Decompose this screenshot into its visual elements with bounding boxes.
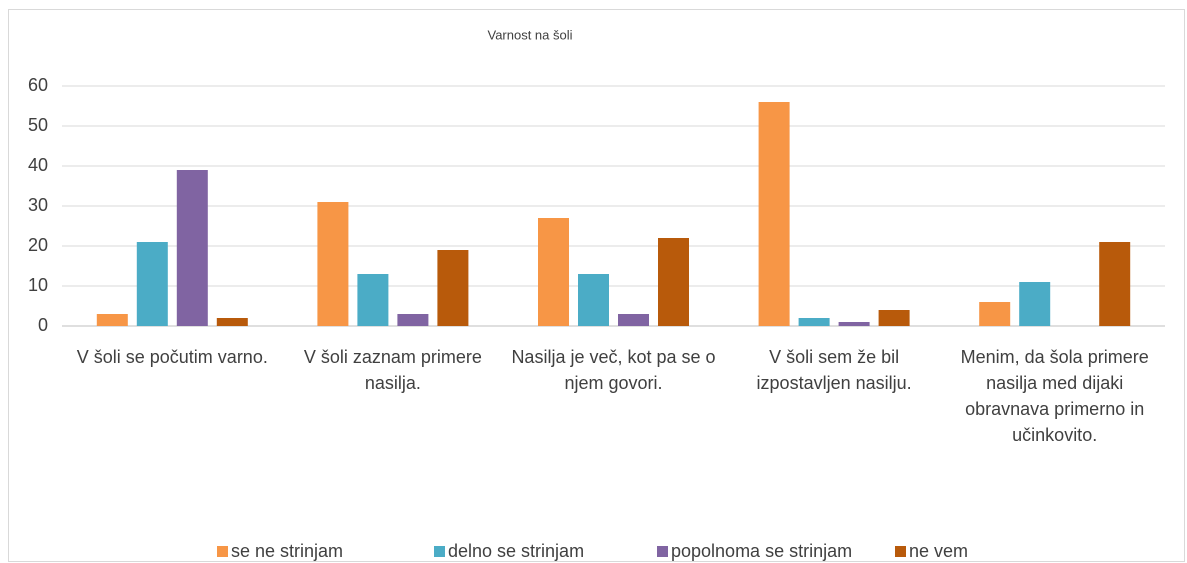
bar — [578, 274, 609, 326]
x-tick-label: Nasilja je več, kot pa se o njem govori. — [511, 347, 716, 393]
legend-swatch — [657, 546, 668, 557]
bar — [136, 242, 168, 326]
y-tick-label: 40 — [28, 155, 48, 175]
bar — [838, 322, 870, 326]
bar — [357, 274, 389, 326]
bar — [96, 314, 128, 326]
bar — [216, 318, 248, 326]
y-tick-label: 30 — [28, 195, 48, 215]
x-tick-label: Menim, da šola primere nasilja med dijak… — [960, 347, 1149, 445]
bar — [176, 170, 208, 326]
legend-label: delno se strinjam — [448, 541, 584, 561]
y-tick-label: 50 — [28, 115, 48, 135]
legend-label: se ne strinjam — [231, 541, 343, 561]
legend-label: popolnoma se strinjam — [671, 541, 852, 561]
y-tick-label: 60 — [28, 75, 48, 95]
bar — [979, 302, 1011, 326]
bar — [798, 318, 830, 326]
bar — [878, 310, 910, 326]
x-tick-label: V šoli sem že bil izpostavljen nasilju. — [756, 347, 912, 393]
y-tick-label: 20 — [28, 235, 48, 255]
bar — [658, 238, 689, 326]
legend-label: ne vem — [909, 541, 968, 561]
chart-title: Varnost na šoli — [487, 27, 572, 42]
bar — [1099, 242, 1131, 326]
y-tick-label: 0 — [38, 315, 48, 335]
legend-swatch — [895, 546, 906, 557]
legend-swatch — [434, 546, 445, 557]
x-tick-label: V šoli zaznam primere nasilja. — [303, 347, 482, 393]
x-tick-label: V šoli se počutim varno. — [76, 347, 268, 367]
bar — [1019, 282, 1051, 326]
legend-swatch — [217, 546, 228, 557]
bar — [317, 202, 349, 326]
bar — [397, 314, 429, 326]
bar — [758, 102, 790, 326]
y-tick-label: 10 — [28, 275, 48, 295]
bar — [437, 250, 469, 326]
bar — [538, 218, 569, 326]
bar — [618, 314, 649, 326]
